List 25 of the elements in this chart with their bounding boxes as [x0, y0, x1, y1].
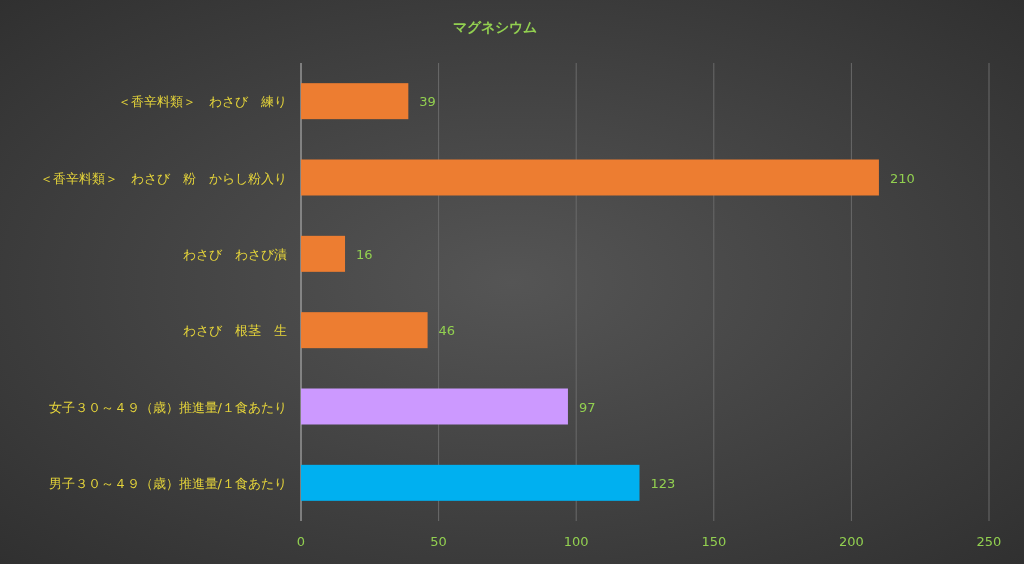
x-tick-label: 100	[563, 534, 589, 549]
y-tick-label: わさび わさび漬	[183, 246, 287, 262]
x-tick-label: 50	[430, 534, 447, 549]
data-label: 97	[578, 399, 596, 415]
data-label: 123	[650, 475, 676, 491]
y-tick-label: ＜香辛料類＞ わさび 粉 からし粉入り	[40, 170, 287, 186]
data-label: 46	[438, 323, 456, 339]
x-tick-label: 250	[976, 534, 1002, 549]
data-label: 39	[419, 94, 436, 110]
bar	[301, 235, 346, 272]
data-label: 16	[356, 246, 373, 262]
x-tick-label: 150	[701, 534, 727, 549]
bar	[301, 312, 428, 349]
y-tick-label: 男子３０～４９（歳）推進量/１食あたり	[48, 475, 287, 491]
x-tick-label: 200	[838, 534, 864, 549]
bar	[301, 388, 568, 425]
data-label: 210	[889, 170, 915, 186]
chart-title: マグネシウム	[453, 19, 537, 35]
y-tick-label: わさび 根茎 生	[183, 323, 287, 339]
y-tick-label: 女子３０～４９（歳）推進量/１食あたり	[48, 399, 287, 415]
bar	[301, 159, 879, 196]
bar	[301, 464, 640, 501]
y-tick-label: ＜香辛料類＞ わさび 練り	[118, 94, 287, 110]
x-tick-label: 0	[296, 534, 306, 549]
bar	[301, 83, 409, 120]
